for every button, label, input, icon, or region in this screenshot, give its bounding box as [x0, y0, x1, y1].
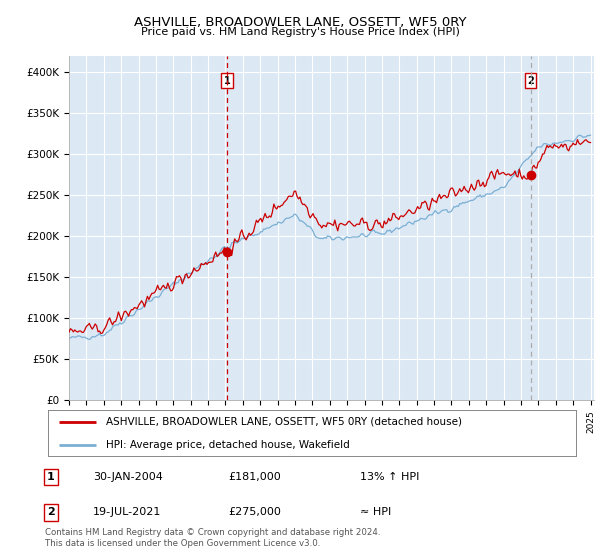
Text: 1: 1 [223, 76, 230, 86]
Text: 19-JUL-2021: 19-JUL-2021 [93, 507, 161, 517]
Text: Price paid vs. HM Land Registry's House Price Index (HPI): Price paid vs. HM Land Registry's House … [140, 27, 460, 37]
Text: 2: 2 [47, 507, 55, 517]
Text: 2: 2 [527, 76, 534, 86]
Text: 13% ↑ HPI: 13% ↑ HPI [360, 472, 419, 482]
Text: ASHVILLE, BROADOWLER LANE, OSSETT, WF5 0RY (detached house): ASHVILLE, BROADOWLER LANE, OSSETT, WF5 0… [106, 417, 462, 427]
Text: 1: 1 [47, 472, 55, 482]
Text: £181,000: £181,000 [228, 472, 281, 482]
Text: £275,000: £275,000 [228, 507, 281, 517]
Text: ≈ HPI: ≈ HPI [360, 507, 391, 517]
Text: Contains HM Land Registry data © Crown copyright and database right 2024.
This d: Contains HM Land Registry data © Crown c… [45, 528, 380, 548]
Text: HPI: Average price, detached house, Wakefield: HPI: Average price, detached house, Wake… [106, 440, 350, 450]
Text: 30-JAN-2004: 30-JAN-2004 [93, 472, 163, 482]
Text: ASHVILLE, BROADOWLER LANE, OSSETT, WF5 0RY: ASHVILLE, BROADOWLER LANE, OSSETT, WF5 0… [134, 16, 466, 29]
